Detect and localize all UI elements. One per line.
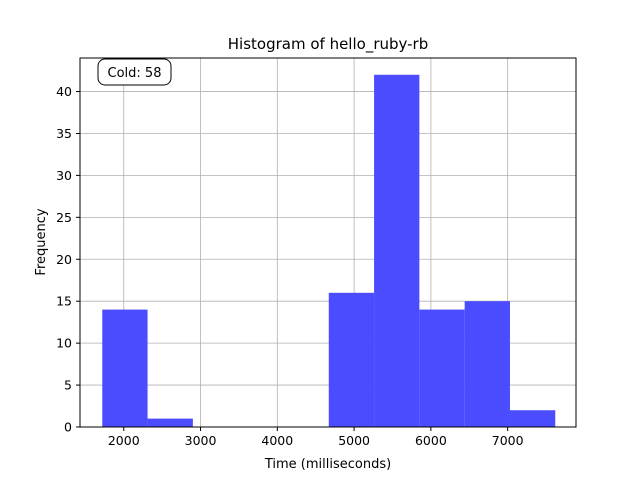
- y-tick-label: 10: [56, 336, 72, 351]
- x-axis: 2000 3000 4000 5000 6000 7000: [108, 427, 524, 448]
- y-tick-label: 40: [56, 84, 72, 99]
- histogram-bar-0: [102, 309, 148, 427]
- x-tick-label: 3000: [185, 433, 217, 448]
- histogram-bar-8: [464, 301, 510, 427]
- y-tick-label: 20: [56, 252, 72, 267]
- grid-lines: [80, 58, 576, 428]
- histogram-bar-5: [328, 292, 375, 427]
- x-tick-label: 4000: [261, 433, 293, 448]
- x-axis-label: Time (milliseconds): [264, 457, 391, 472]
- plot-frame: [79, 57, 577, 428]
- chart-title: Histogram of hello_ruby-rb: [228, 35, 428, 54]
- y-tick-label: 15: [56, 294, 72, 309]
- annotation-box: Cold: 58: [97, 58, 172, 86]
- x-tick-label: 5000: [338, 433, 370, 448]
- histogram-bar-1: [147, 418, 193, 427]
- x-tick-label: 7000: [492, 433, 524, 448]
- annotation-frame: [97, 58, 172, 86]
- x-tick-label: 6000: [415, 433, 447, 448]
- y-tick-label: 35: [56, 126, 72, 141]
- histogram-bar-6: [374, 74, 420, 427]
- y-tick-label: 30: [56, 168, 72, 183]
- histogram-bar-7: [419, 309, 465, 427]
- y-tick-label: 0: [64, 420, 72, 435]
- y-tick-label: 25: [56, 210, 72, 225]
- annotation-text: Cold: 58: [108, 66, 162, 81]
- x-tick-label: 2000: [108, 433, 140, 448]
- y-tick-label: 5: [64, 378, 72, 393]
- histogram-bar-9: [509, 410, 556, 427]
- bars: [102, 74, 556, 427]
- y-axis: 0 5 10 15 20 25 30 35 40: [56, 84, 80, 435]
- y-axis-label: Frequency: [34, 208, 49, 275]
